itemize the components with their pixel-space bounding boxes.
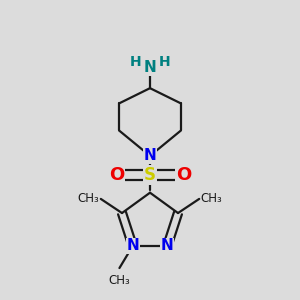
Text: N: N [126, 238, 139, 253]
Text: O: O [109, 166, 124, 184]
Text: N: N [161, 238, 174, 253]
Text: S: S [144, 166, 156, 184]
Text: CH₃: CH₃ [201, 191, 222, 205]
Text: O: O [176, 166, 191, 184]
Text: N: N [144, 60, 156, 75]
Text: N: N [144, 148, 156, 164]
Text: CH₃: CH₃ [109, 274, 130, 287]
Text: CH₃: CH₃ [78, 191, 99, 205]
Text: H: H [130, 55, 142, 69]
Text: H: H [158, 55, 170, 69]
